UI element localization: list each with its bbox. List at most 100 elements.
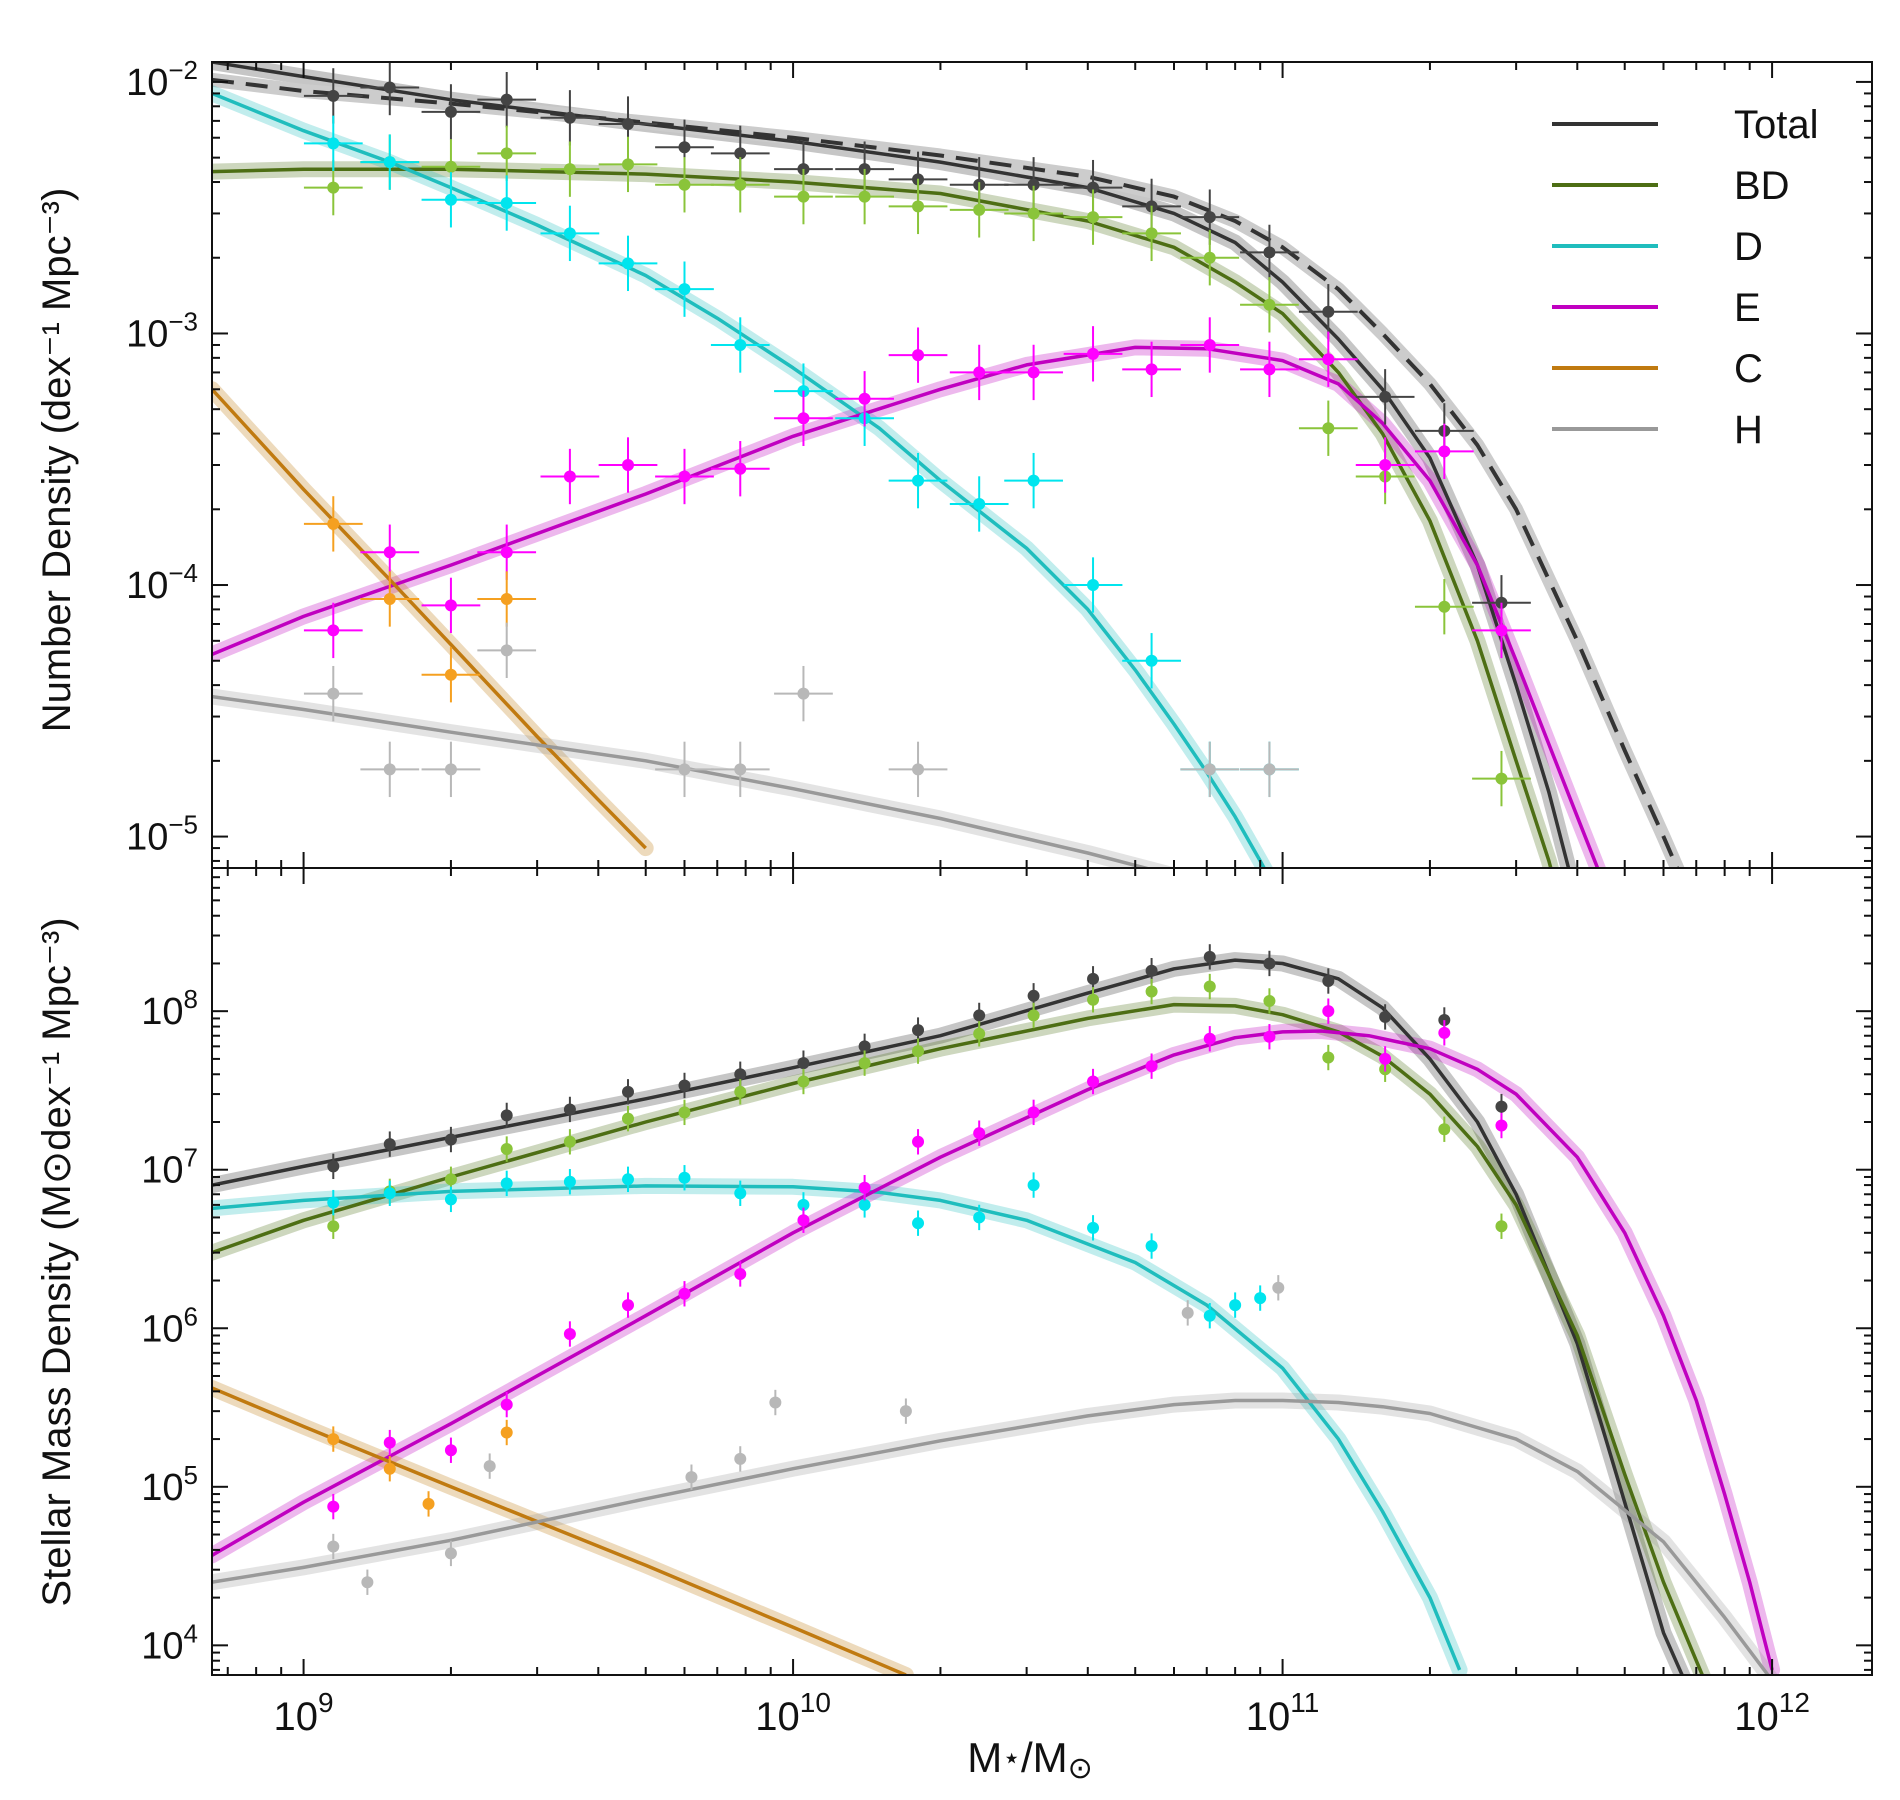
point-e-bottom <box>1203 1026 1216 1052</box>
band-d-bottom <box>212 1177 1468 1675</box>
point-bd-top <box>540 141 600 197</box>
point-c-top <box>477 571 537 627</box>
point-total-top <box>710 125 770 182</box>
x-tick-label: 1012 <box>1734 1687 1810 1739</box>
point-bd-bottom <box>1145 978 1158 1005</box>
point-total-bottom <box>1379 1004 1392 1030</box>
point-bd-bottom <box>1027 1002 1040 1029</box>
point-bd-bottom <box>1087 987 1100 1013</box>
point-total-top <box>477 72 537 128</box>
point-h-top <box>1240 741 1299 798</box>
point-bd-top <box>949 182 1009 238</box>
x-axis-label-over-m: /M <box>1021 1734 1068 1781</box>
x-tick-label: 109 <box>274 1687 334 1739</box>
point-total-bottom <box>500 1102 513 1129</box>
curve-d-bottom <box>212 1184 1462 1671</box>
point-d-bottom <box>1254 1285 1267 1311</box>
point-bd-top <box>1180 230 1240 286</box>
point-e-top <box>1355 437 1415 493</box>
point-e-top <box>1414 423 1474 479</box>
point-e-bottom <box>734 1261 747 1287</box>
point-bd-top <box>1298 400 1358 456</box>
point-h-top <box>477 622 537 679</box>
point-e-top <box>1004 344 1063 401</box>
point-bd-bottom <box>1263 988 1276 1014</box>
point-bd-top <box>774 168 833 225</box>
point-e-top <box>477 524 537 580</box>
point-bd-top <box>1063 189 1123 245</box>
point-e-top <box>303 602 363 659</box>
point-d-bottom <box>1087 1215 1100 1241</box>
point-h-top <box>303 665 363 722</box>
legend-label: H <box>1734 408 1763 452</box>
curve-e-bottom <box>212 1029 1774 1671</box>
point-total-bottom <box>678 1072 691 1099</box>
y-tick-label-top: 10−2 <box>126 55 198 104</box>
point-total-top <box>1355 369 1415 425</box>
point-e-top <box>1240 341 1299 398</box>
point-d-bottom <box>1229 1292 1242 1318</box>
point-e-top <box>598 437 658 493</box>
x-tick-label: 1011 <box>1246 1687 1320 1739</box>
point-h-bottom <box>1181 1300 1194 1326</box>
y-tick-label-top: 10−3 <box>126 306 198 355</box>
curve-total-top <box>212 62 1571 868</box>
point-e-top <box>1472 602 1531 659</box>
point-d-top <box>1063 557 1123 613</box>
point-e-bottom <box>1322 998 1335 1024</box>
point-h-bottom <box>685 1464 698 1490</box>
curve-h-bottom <box>212 1398 1771 1675</box>
legend-label: BD <box>1734 164 1790 208</box>
y-tick-label-top: 10−5 <box>126 810 198 859</box>
plot-area-top <box>212 62 1685 868</box>
x-axis-label-star: ⋆ <box>1002 1742 1021 1775</box>
legend-label: D <box>1734 225 1763 269</box>
point-h-top <box>655 741 714 798</box>
point-bd-top <box>1004 185 1063 242</box>
point-bd-bottom <box>563 1129 576 1155</box>
point-h-bottom <box>734 1446 747 1472</box>
band-e-bottom <box>212 1023 1781 1675</box>
legend-item-bd: BD <box>1552 164 1790 208</box>
point-h-bottom <box>769 1389 782 1416</box>
point-h-bottom <box>444 1540 457 1567</box>
point-e-bottom <box>1438 1020 1451 1046</box>
point-bd-top <box>477 125 537 182</box>
point-d-bottom <box>621 1166 634 1192</box>
point-d-bottom <box>912 1210 925 1236</box>
point-d-bottom <box>678 1165 691 1191</box>
band-bd-bottom <box>212 996 1711 1675</box>
point-d-top <box>888 452 948 509</box>
point-bd-bottom <box>1495 1213 1508 1239</box>
point-h-top <box>888 741 948 798</box>
point-bd-top <box>1472 750 1531 807</box>
legend-item-e: E <box>1552 286 1761 330</box>
point-bd-bottom <box>858 1050 871 1076</box>
point-e-bottom <box>912 1129 925 1155</box>
point-e-top <box>540 448 600 505</box>
point-d-top <box>710 317 770 373</box>
point-h-bottom <box>327 1533 340 1560</box>
point-e-bottom <box>973 1120 986 1146</box>
point-c-bottom <box>327 1426 340 1452</box>
y-axis-label-bottom: Stellar Mass Density (M⊙dex⁻¹ Mpc⁻³) <box>35 917 79 1606</box>
point-d-bottom <box>383 1180 396 1206</box>
point-bd-bottom <box>327 1213 340 1239</box>
point-total-top <box>360 62 420 116</box>
point-total-bottom <box>621 1079 634 1105</box>
point-total-bottom <box>563 1096 576 1123</box>
point-c-bottom <box>500 1419 513 1446</box>
point-bd-top <box>710 157 770 213</box>
point-total-top <box>421 84 481 140</box>
legend-label: E <box>1734 286 1761 330</box>
legend-item-c: C <box>1552 347 1763 391</box>
curve-c-bottom <box>212 1386 907 1675</box>
point-d-bottom <box>1145 1233 1158 1259</box>
point-bd-top <box>888 178 948 235</box>
point-bd-bottom <box>973 1021 986 1047</box>
point-e-top <box>1298 331 1358 387</box>
point-d-top <box>477 175 537 231</box>
point-c-bottom <box>422 1491 435 1517</box>
point-bd-bottom <box>797 1068 810 1095</box>
